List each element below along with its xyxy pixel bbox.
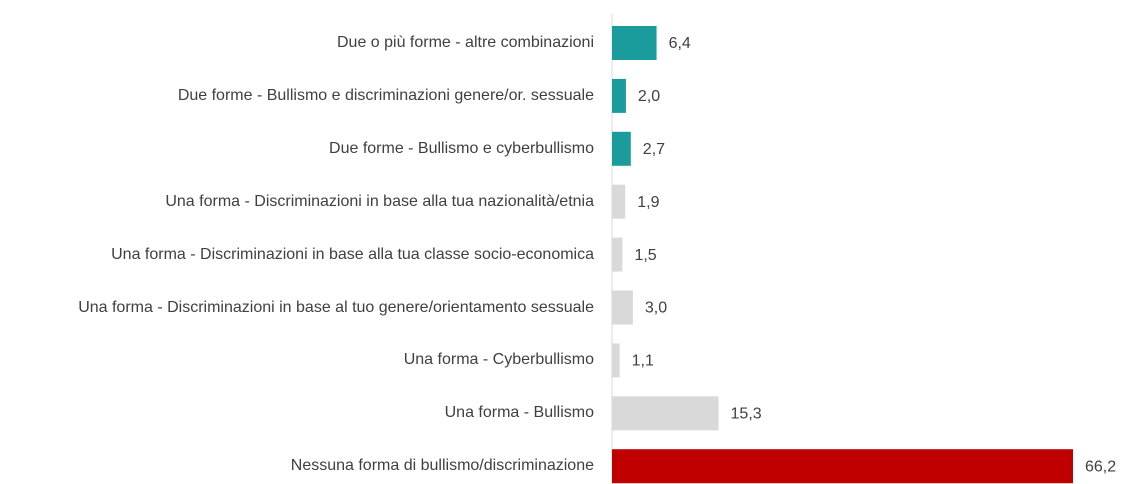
value-label: 1,5	[634, 247, 656, 264]
bar	[612, 26, 657, 60]
value-label: 3,0	[645, 300, 667, 317]
category-label: Nessuna forma di bullismo/discriminazion…	[290, 457, 594, 475]
bar	[612, 343, 620, 378]
category-label: Due forme - Bullismo e cyberbullismo	[329, 139, 594, 157]
bar	[612, 237, 623, 272]
category-label: Due o più forme - altre combinazioni	[336, 34, 594, 51]
category-label: Una forma - Cyberbullismo	[403, 351, 594, 369]
value-label: 15,3	[731, 406, 762, 423]
category-label: Una forma - Discriminazioni in base alla…	[165, 192, 594, 210]
category-label: Una forma - Bullismo	[444, 404, 594, 422]
bar	[612, 396, 719, 431]
value-label: 2,0	[638, 88, 660, 105]
bar	[612, 449, 1073, 484]
bar	[612, 131, 631, 166]
value-label: 6,4	[669, 35, 691, 52]
category-label: Una forma - Discriminazioni in base al t…	[78, 298, 594, 316]
value-label: 2,7	[643, 141, 665, 158]
bar	[612, 184, 626, 219]
value-label: 1,9	[637, 194, 659, 211]
bar	[612, 78, 626, 113]
category-label: Una forma - Discriminazioni in base alla…	[111, 245, 594, 263]
bar	[612, 290, 633, 325]
category-label: Due forme - Bullismo e discriminazioni g…	[177, 86, 594, 104]
value-label: 1,1	[632, 353, 654, 370]
value-label: 66,2	[1085, 458, 1116, 475]
